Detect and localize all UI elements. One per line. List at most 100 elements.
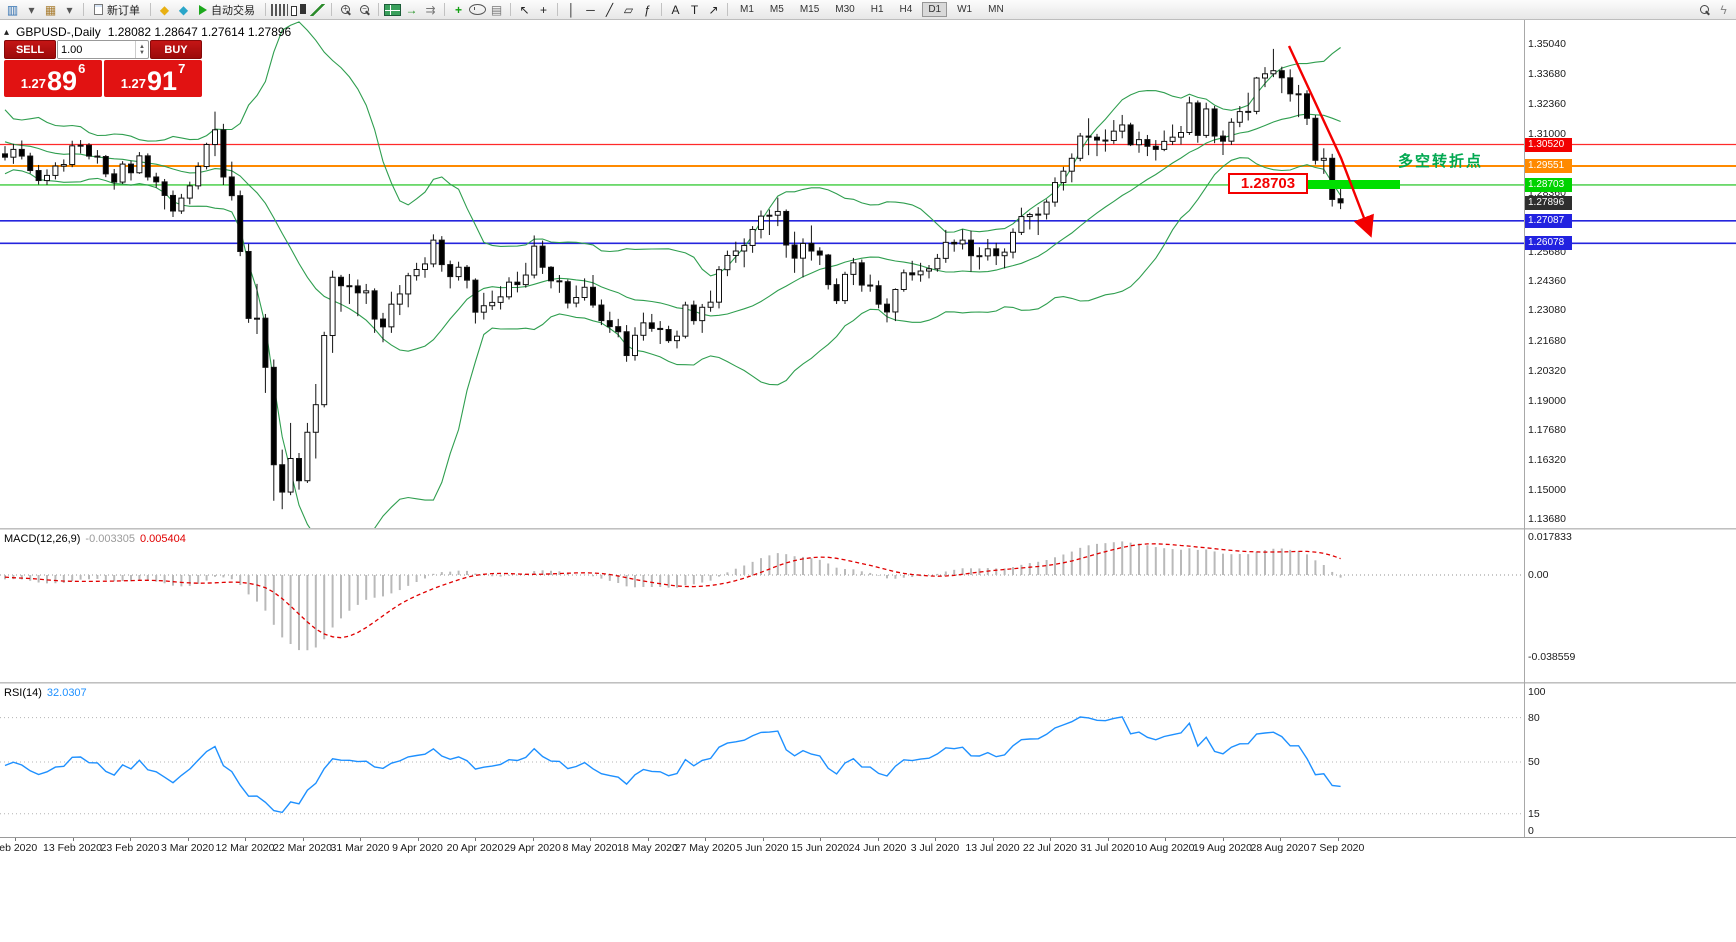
macd-canvas[interactable] — [0, 530, 1736, 682]
date-axis-tick — [475, 838, 476, 841]
zoom-out-icon[interactable]: − — [356, 2, 373, 17]
date-axis-tick — [992, 838, 994, 841]
date-axis-tick — [762, 838, 764, 841]
date-axis-label: 18 May 2020 — [617, 842, 678, 854]
auto-scroll-icon[interactable]: → — [405, 2, 418, 17]
main-chart-canvas[interactable] — [0, 20, 1736, 528]
timeframe-button-w1[interactable]: W1 — [957, 4, 973, 15]
sell-price-button[interactable]: 1.27 89 6 — [4, 60, 102, 97]
new-chart-dropdown-icon[interactable]: ▾ — [28, 2, 35, 17]
chart-ohlc-values: 1.28082 1.28647 1.27614 1.27896 — [107, 25, 292, 39]
new-order-button[interactable]: 新订单 — [89, 2, 145, 18]
metaeditor-icon[interactable]: ◆ — [159, 2, 170, 17]
date-axis-label: 13 Feb 2020 — [43, 842, 102, 854]
line-chart-icon[interactable] — [309, 3, 326, 16]
timeframe-button-d1[interactable]: D1 — [922, 2, 948, 17]
volume-input[interactable] — [58, 41, 135, 58]
autotrading-button[interactable]: 自动交易 — [194, 2, 260, 18]
date-axis-tick — [532, 838, 534, 841]
arrows-icon[interactable]: ↗ — [708, 2, 719, 17]
turning-point-label[interactable]: 多空转折点 — [1398, 153, 1484, 170]
date-axis-tick — [417, 838, 419, 841]
date-axis-label: 23 Feb 2020 — [100, 842, 160, 854]
profiles-icon[interactable]: ▦ — [44, 2, 57, 17]
volume-up-icon[interactable]: ▲ — [139, 43, 145, 50]
crosshair-icon[interactable]: + — [539, 2, 547, 17]
search-icon-lens — [1700, 5, 1709, 14]
rsi-value: 32.0307 — [46, 687, 87, 699]
macd-name: MACD(12,26,9) — [4, 533, 81, 545]
one-click-collapse-icon[interactable]: ▴ — [4, 26, 10, 38]
buy-price-button[interactable]: 1.27 91 7 — [104, 60, 202, 97]
price-axis-label: 1.15000 — [1528, 483, 1566, 496]
date-axis-label: 10 Aug 2020 — [1135, 842, 1195, 854]
volume-down-icon[interactable]: ▼ — [139, 49, 145, 56]
macd-title: MACD(12,26,9) -0.003305 0.005404 — [4, 533, 186, 545]
timeframe-button-m5[interactable]: M5 — [769, 4, 784, 15]
tile-windows-icon[interactable] — [384, 3, 401, 16]
timeframe-button-h1[interactable]: H1 — [870, 4, 884, 15]
fibonacci-icon[interactable]: ƒ — [644, 2, 651, 17]
price-callout-box[interactable]: 1.28703 — [1228, 173, 1308, 194]
price-axis-border — [1524, 20, 1525, 856]
price-axis-label: 1.33680 — [1528, 68, 1566, 81]
buy-price-sup: 7 — [178, 61, 186, 76]
rsi-axis-label: 15 — [1528, 807, 1540, 820]
market-icon[interactable]: ◆ — [178, 2, 189, 17]
date-axis-label: 31 Mar 2020 — [330, 842, 390, 854]
date-axis-label: 8 May 2020 — [562, 842, 618, 854]
templates-icon[interactable]: ▤ — [490, 2, 503, 17]
price-axis-label: 1.35040 — [1528, 38, 1566, 50]
timeframe-button-m15[interactable]: M15 — [799, 4, 820, 15]
candlestick-chart-icon[interactable] — [290, 3, 307, 16]
new-chart-icon[interactable]: ▥ — [6, 2, 19, 17]
channel-icon[interactable]: ▱ — [623, 2, 634, 17]
toolbar-separator — [265, 3, 266, 16]
date-axis-label: 22 Mar 2020 — [273, 842, 332, 854]
level-price-tag[interactable]: 1.28703 — [1525, 177, 1572, 192]
level-price-tag[interactable]: 1.26078 — [1525, 236, 1572, 251]
date-axis-tick — [1050, 838, 1051, 841]
rsi-title: RSI(14) 32.0307 — [4, 687, 87, 699]
connection-icon[interactable]: ϟ — [1720, 2, 1727, 17]
timeframe-button-m1[interactable]: M1 — [740, 4, 754, 15]
level-price-tag[interactable]: 1.29551 — [1525, 159, 1572, 174]
macd-axis-label: 0.00 — [1528, 569, 1549, 581]
panel-separator[interactable] — [0, 528, 1736, 530]
zoom-in-icon[interactable]: + — [337, 2, 354, 17]
cursor-icon[interactable]: ↖ — [519, 2, 530, 17]
search-icon[interactable] — [1696, 2, 1713, 17]
volume-field: ▲ ▼ — [57, 40, 149, 59]
rsi-canvas[interactable] — [0, 684, 1736, 837]
trendline-icon[interactable]: ╱ — [605, 2, 614, 17]
date-axis-tick — [820, 838, 821, 841]
date-axis-tick — [130, 838, 131, 841]
panel-separator[interactable] — [0, 682, 1736, 684]
text-icon[interactable]: A — [671, 2, 680, 17]
date-axis-label: 9 Apr 2020 — [392, 842, 443, 854]
date-axis-tick — [1337, 838, 1339, 841]
date-axis-tick — [302, 838, 304, 841]
timeframe-button-h4[interactable]: H4 — [899, 4, 913, 15]
vertical-line-icon[interactable]: │ — [567, 2, 576, 17]
toolbar-separator — [557, 3, 558, 16]
macd-axis-label: -0.038559 — [1528, 651, 1576, 664]
horizontal-line-icon[interactable]: ─ — [586, 2, 595, 17]
level-price-tag[interactable]: 1.27087 — [1525, 213, 1572, 228]
text-label-icon[interactable]: T — [690, 2, 699, 17]
buy-button[interactable]: BUY — [150, 40, 202, 59]
date-axis-label: 20 Apr 2020 — [446, 842, 504, 854]
indicators-icon[interactable]: + — [454, 2, 462, 17]
periods-icon[interactable] — [469, 4, 486, 15]
toolbar-separator — [331, 3, 332, 16]
timeframe-button-mn[interactable]: MN — [988, 4, 1004, 15]
level-price-tag[interactable]: 1.30520 — [1525, 137, 1572, 152]
chart-shift-icon[interactable]: ⇉ — [425, 2, 436, 17]
sell-button[interactable]: SELL — [4, 40, 56, 59]
timeframe-button-m30[interactable]: M30 — [835, 4, 855, 15]
bar-chart-icon[interactable] — [271, 3, 288, 16]
date-axis-label: 22 Jul 2020 — [1022, 842, 1078, 854]
date-axis-label: 19 Aug 2020 — [1193, 842, 1252, 854]
profiles-dropdown-icon[interactable]: ▾ — [66, 2, 73, 17]
